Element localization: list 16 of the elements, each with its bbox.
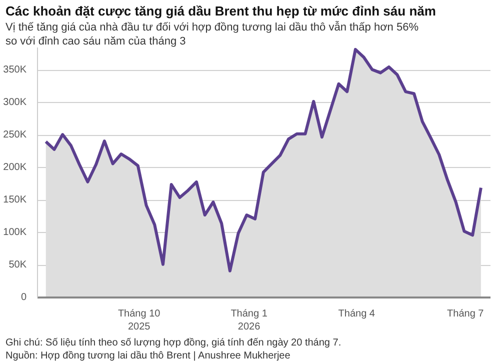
y-tick-label: 50K: [8, 260, 27, 271]
y-tick-label: 100K: [3, 227, 27, 238]
y-tick-label: 0: [20, 292, 27, 303]
y-tick-label: 250K: [3, 130, 27, 141]
x-tick-label: Tháng 1 2026: [230, 308, 268, 333]
y-tick-label: 300K: [3, 97, 27, 108]
x-tick-label: Tháng 10 2025: [118, 308, 161, 333]
y-tick-label: 200K: [3, 162, 27, 174]
text: Ghi chú: Số liệu tính theo số lượng hợp đồng, giá tính đến ngày 20 tháng 7.: [6, 338, 342, 348]
x-tick-label: Tháng 7: [447, 308, 484, 320]
chart-title: Các khoản đặt cược tăng giá dầu Brent thu hẹp từ mức đỉnh sáu năm: [6, 4, 436, 18]
y-tick-label: 150K: [3, 194, 27, 206]
x-tick-label: Tháng 4: [338, 308, 376, 320]
y-tick-label: 350K: [3, 64, 27, 76]
text: Nguồn: Hợp đồng tương lai dầu thô Brent | Anushree Mukherjee: [6, 350, 291, 361]
chart-subtitle: Vị thế tăng giá của nhà đầu tư đối với hợp đồng tương lai dầu thô vẫn thấp hơn 56% so với đỉnh cao sáu năm của tháng 3: [6, 20, 419, 48]
